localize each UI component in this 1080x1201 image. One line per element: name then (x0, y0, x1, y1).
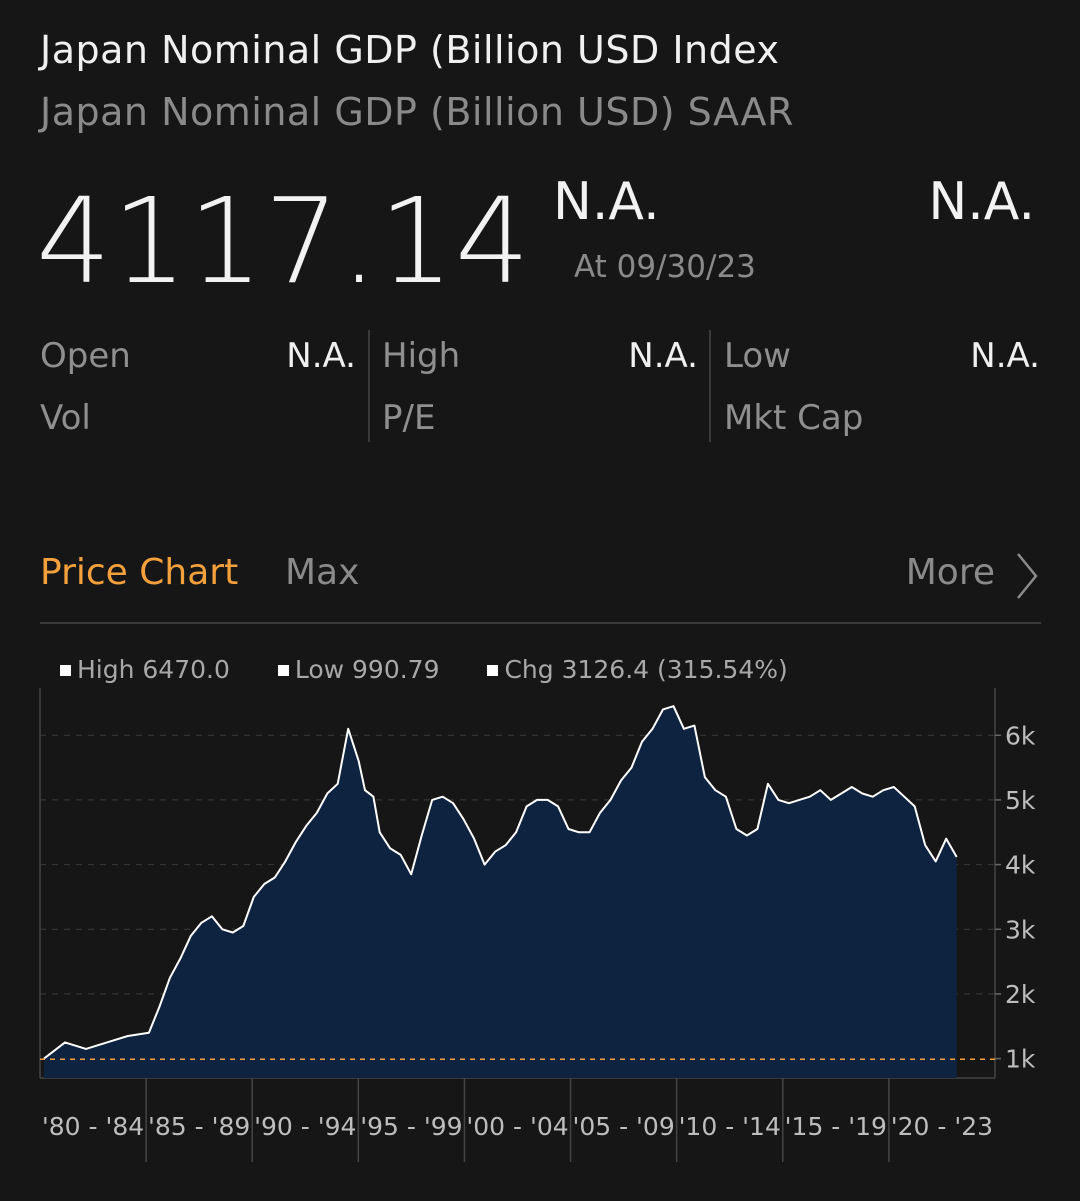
y-tick-label: 1k (1005, 1045, 1036, 1074)
price-change: N.A. (553, 172, 660, 232)
stat-high-value: N.A. (628, 336, 698, 376)
stats-divider (709, 330, 711, 442)
stats-divider (368, 330, 370, 442)
stat-vol: Vol (40, 398, 356, 446)
y-tick-label: 6k (1005, 721, 1036, 750)
legend-low-text: Low 990.79 (294, 655, 440, 684)
x-tick-label: '95 - '99 (360, 1112, 462, 1141)
stat-open-label: Open (40, 336, 131, 376)
section-divider (40, 622, 1041, 624)
x-tick-label: '05 - '09 (572, 1112, 674, 1141)
page-title: Japan Nominal GDP (Billion USD Index (40, 28, 780, 72)
price-line (43, 705, 958, 1060)
stats-column-1: Open N.A. Vol (40, 330, 356, 442)
stat-pe-label: P/E (382, 398, 436, 438)
y-tick-label: 3k (1005, 915, 1036, 944)
stats-column-2: High N.A. P/E (382, 330, 698, 442)
page-subtitle: Japan Nominal GDP (Billion USD) SAAR (40, 90, 794, 134)
y-tick-label: 2k (1005, 980, 1036, 1009)
stat-open: Open N.A. (40, 336, 356, 384)
stat-low-label: Low (724, 336, 791, 376)
as-of-date: At 09/30/23 (574, 249, 756, 285)
price-change-percent: N.A. (928, 172, 1035, 232)
legend-low: Low 990.79 (277, 655, 440, 684)
chart-legend: High 6470.0 Low 990.79 Chg 3126.4 (315.5… (60, 655, 828, 684)
stat-mktcap-label: Mkt Cap (724, 398, 864, 438)
legend-square-icon (277, 665, 289, 676)
x-tick-label: '20 - '23 (891, 1112, 993, 1141)
stat-pe: P/E (382, 398, 698, 446)
tab-price-chart[interactable]: Price Chart (40, 552, 239, 593)
stat-low-value: N.A. (970, 336, 1040, 376)
legend-high-text: High 6470.0 (77, 655, 230, 684)
stat-open-value: N.A. (286, 336, 356, 376)
chart-tabs: Price Chart Max More (40, 552, 1040, 602)
stat-high-label: High (382, 336, 461, 376)
more-button[interactable]: More (905, 552, 995, 593)
legend-change: Chg 3126.4 (315.54%) (487, 655, 788, 684)
chevron-right-icon[interactable] (1012, 552, 1040, 602)
stat-vol-label: Vol (40, 398, 91, 438)
x-tick-label: '00 - '04 (466, 1112, 568, 1141)
last-price: 4117.14 (36, 172, 531, 310)
x-tick-label: '10 - '14 (679, 1112, 781, 1141)
stats-column-3: Low N.A. Mkt Cap (724, 330, 1040, 442)
price-area (44, 706, 957, 1078)
legend-high: High 6470.0 (60, 655, 230, 684)
x-tick-label: '90 - '94 (254, 1112, 356, 1141)
range-selector-max[interactable]: Max (285, 552, 360, 593)
x-tick-label: '85 - '89 (148, 1112, 250, 1141)
legend-square-icon (487, 665, 499, 676)
legend-change-text: Chg 3126.4 (315.54%) (504, 655, 788, 684)
y-tick-label: 4k (1005, 851, 1036, 880)
x-tick-label: '80 - '84 (42, 1112, 144, 1141)
stat-high: High N.A. (382, 336, 698, 384)
legend-square-icon (60, 665, 71, 676)
stat-low: Low N.A. (724, 336, 1040, 384)
y-tick-label: 5k (1005, 786, 1036, 815)
stats-grid: Open N.A. Vol High N.A. P/E Low N.A. Mkt… (40, 330, 1040, 442)
stat-mktcap: Mkt Cap (724, 398, 1040, 446)
x-tick-label: '15 - '19 (785, 1112, 887, 1141)
